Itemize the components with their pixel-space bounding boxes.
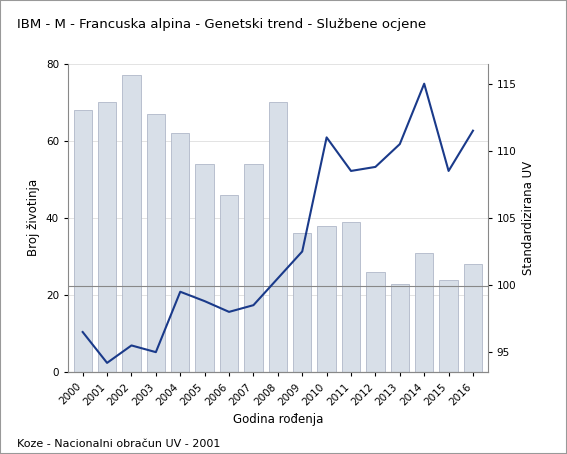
Bar <box>391 283 409 372</box>
Bar <box>220 195 238 372</box>
Bar <box>366 272 384 372</box>
Y-axis label: Broj životinja: Broj životinja <box>27 179 40 257</box>
Bar <box>293 233 311 372</box>
Bar <box>342 222 360 372</box>
Bar <box>464 264 482 372</box>
Bar <box>269 102 287 372</box>
Bar <box>98 102 116 372</box>
Bar <box>439 280 458 372</box>
Bar <box>196 164 214 372</box>
Bar <box>74 110 92 372</box>
Text: IBM - M - Francuska alpina - Genetski trend - Službene ocjene: IBM - M - Francuska alpina - Genetski tr… <box>17 18 426 31</box>
Bar <box>147 114 165 372</box>
Bar <box>244 164 263 372</box>
Bar <box>415 252 433 372</box>
Y-axis label: Standardizirana UV: Standardizirana UV <box>522 161 535 275</box>
X-axis label: Godina rođenja: Godina rođenja <box>232 413 323 425</box>
Bar <box>318 226 336 372</box>
Bar <box>122 75 141 372</box>
Bar <box>171 133 189 372</box>
Text: Koze - Nacionalni obračun UV - 2001: Koze - Nacionalni obračun UV - 2001 <box>17 439 221 449</box>
